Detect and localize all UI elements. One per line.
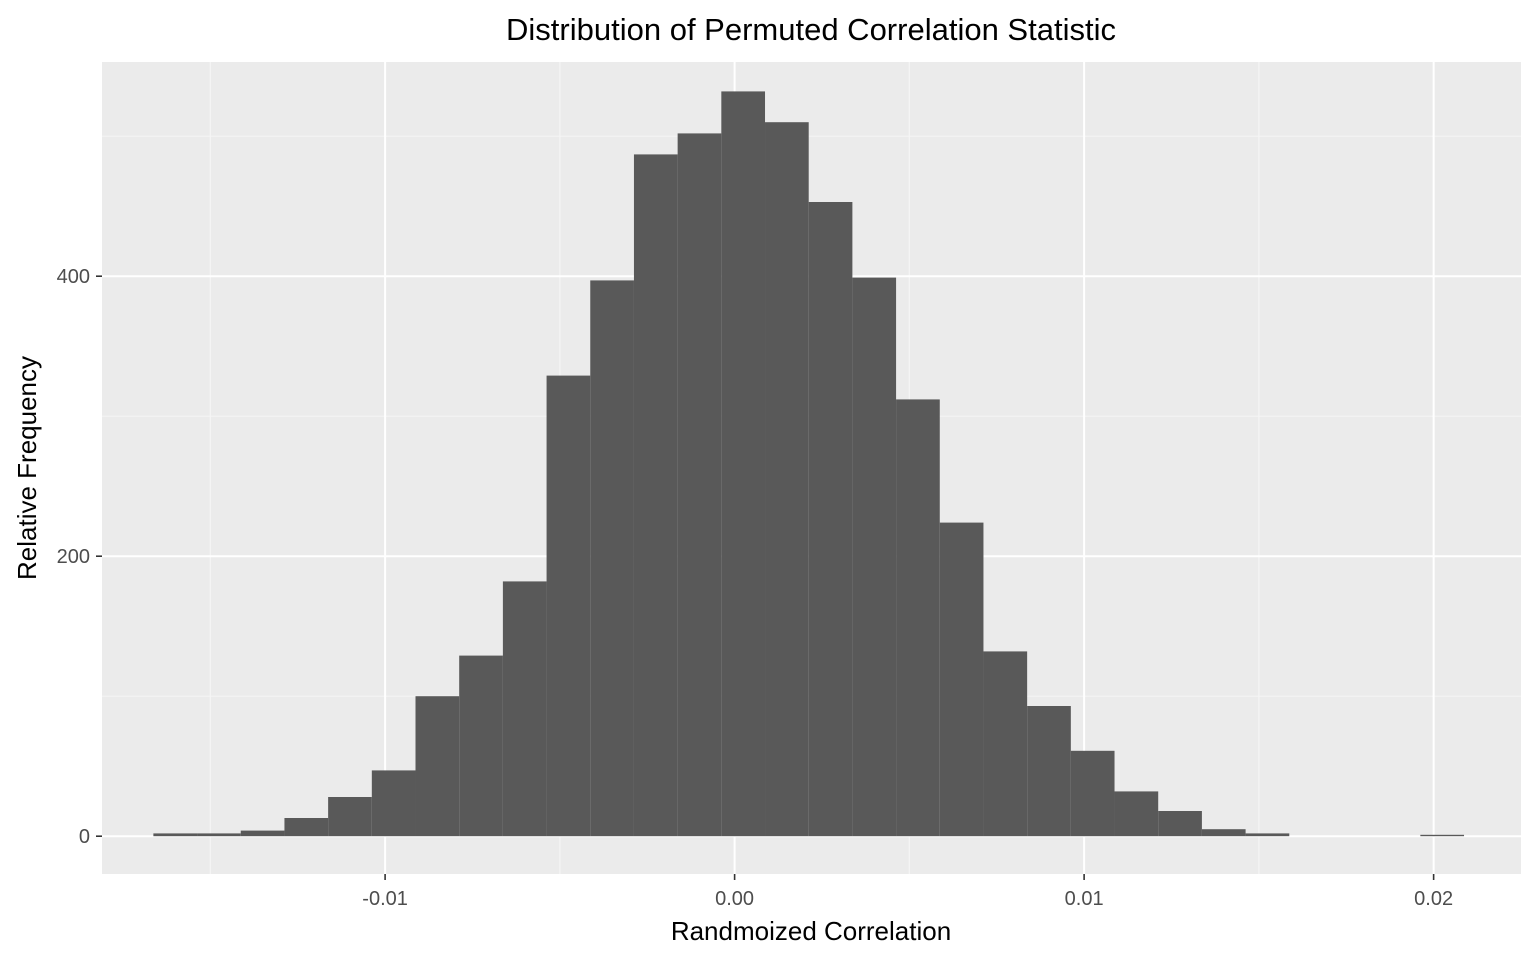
histogram-bar — [546, 375, 591, 837]
histogram-bar — [1114, 791, 1159, 837]
chart-title: Distribution of Permuted Correlation Sta… — [506, 12, 1116, 47]
histogram-bar — [1070, 750, 1115, 837]
x-tick-label: -0.01 — [362, 888, 408, 910]
histogram-bar — [459, 655, 503, 837]
histogram-bar — [852, 277, 897, 837]
histogram-bar — [1420, 834, 1465, 837]
histogram-bar — [896, 399, 940, 837]
histogram-bar — [808, 202, 853, 837]
x-axis-title: Randmoized Correlation — [671, 916, 951, 946]
y-tick-label: 400 — [57, 266, 90, 288]
y-axis-title: Relative Frequency — [12, 356, 42, 580]
histogram-bar — [983, 651, 1028, 837]
histogram-bar — [939, 522, 984, 837]
histogram-bar — [153, 833, 198, 837]
x-axis-ticks: -0.01 0.00 0.01 0.02 — [362, 874, 1453, 910]
histogram-bars — [153, 91, 1465, 837]
histogram-bar — [240, 830, 285, 837]
histogram-bar — [197, 833, 241, 837]
histogram-bar — [721, 91, 766, 837]
histogram-bar — [765, 122, 809, 837]
y-tick-label: 200 — [57, 546, 90, 568]
histogram-bar — [1201, 829, 1246, 837]
histogram-bar — [328, 797, 372, 837]
x-tick-label: 0.00 — [715, 888, 754, 910]
histogram-bar — [502, 581, 547, 837]
y-tick-label: 0 — [79, 826, 90, 848]
histogram-bar — [1245, 833, 1290, 837]
x-tick-label: 0.02 — [1414, 888, 1453, 910]
histogram-bar — [590, 280, 634, 837]
histogram-bar — [371, 770, 416, 837]
histogram-bar — [677, 133, 722, 837]
histogram-bar — [1158, 811, 1202, 837]
histogram-bar — [415, 696, 460, 837]
histogram-bar — [284, 818, 329, 837]
y-axis-ticks: 0 200 400 — [57, 266, 102, 848]
histogram-bar — [1027, 706, 1071, 837]
histogram-bar — [633, 154, 678, 837]
x-tick-label: 0.01 — [1065, 888, 1104, 910]
